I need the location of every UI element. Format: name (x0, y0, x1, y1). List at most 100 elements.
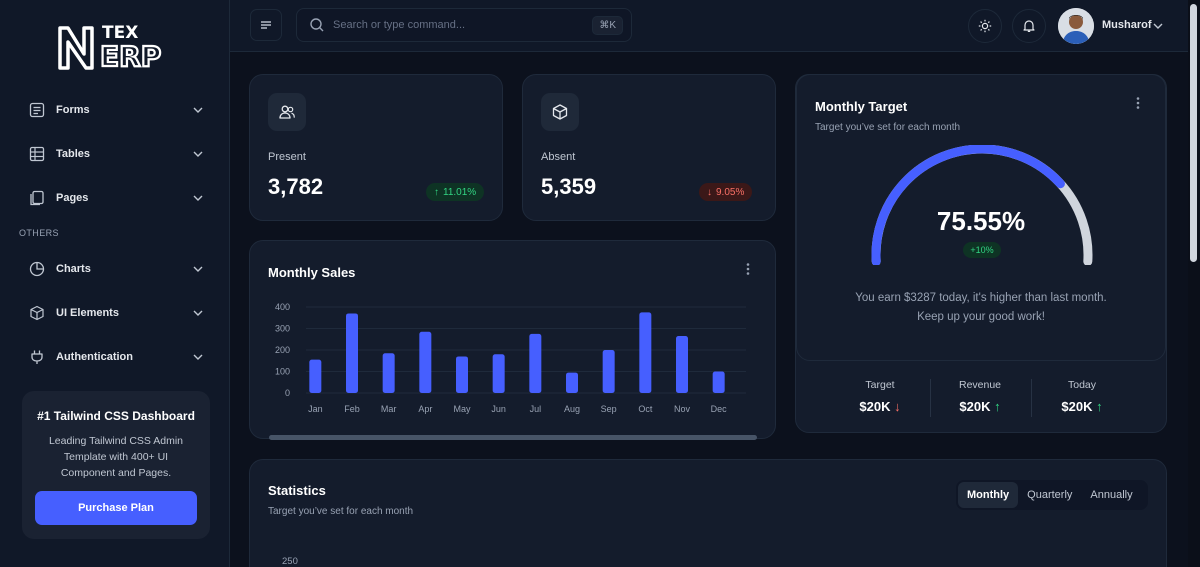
shortcut-badge: ⌘K (592, 16, 623, 35)
sidebar-toggle-button[interactable] (250, 9, 282, 41)
sidebar-item-authentication[interactable]: Authentication (28, 346, 204, 368)
bar-feb[interactable] (346, 313, 358, 393)
bar-jul[interactable] (529, 333, 542, 393)
y-tick-label: 250 (282, 556, 298, 567)
target-message-line2: Keep up your good work! (917, 311, 1045, 323)
arrow-up-icon: ↑ (994, 399, 1001, 414)
arrow-up-icon: ↑ (434, 186, 439, 198)
sidebar-item-label: UI Elements (56, 307, 119, 319)
stat-label: Target (865, 379, 895, 391)
bar-dec[interactable] (712, 371, 725, 394)
absent-card: Absent 5,359 ↓ 9.05% (522, 74, 776, 221)
arrow-down-icon: ↓ (894, 399, 901, 414)
pie-chart-icon (28, 260, 46, 278)
arrow-up-icon: ↑ (1096, 399, 1103, 414)
tab-annually[interactable]: Annually (1090, 489, 1133, 501)
promo-card: #1 Tailwind CSS Dashboard Leading Tailwi… (22, 391, 210, 539)
sun-icon (978, 19, 992, 33)
sidebar-item-charts[interactable]: Charts (28, 258, 204, 280)
user-photo-icon (1058, 8, 1094, 44)
chevron-down-icon[interactable] (1152, 20, 1164, 32)
sidebar-item-label: Forms (56, 104, 90, 116)
cube-icon (28, 304, 46, 322)
x-tick-label: Sep (601, 404, 617, 414)
box-icon (541, 93, 579, 131)
bar-sep[interactable] (602, 350, 615, 393)
x-tick-label: Dec (711, 404, 728, 414)
bar-mar[interactable] (382, 353, 395, 393)
absent-value: 5,359 (541, 174, 597, 199)
x-tick-label: Feb (344, 404, 360, 414)
x-tick-label: May (453, 404, 471, 414)
arrow-down-icon: ↓ (707, 186, 712, 198)
divider (1031, 379, 1032, 417)
chart-horizontal-scrollbar[interactable] (269, 435, 757, 440)
absent-change: 9.05% (716, 186, 745, 198)
more-options-icon[interactable] (1131, 96, 1145, 110)
chevron-down-icon (193, 310, 203, 316)
stat-value: $20K ↓ (859, 399, 901, 414)
monthly-target-title: Monthly Target (815, 99, 908, 114)
sidebar-item-tables[interactable]: Tables (28, 143, 204, 165)
target-stats: Target $20K ↓ Revenue $20K ↑ Today $20K … (796, 361, 1166, 433)
top-header: ⌘K Musharof (230, 0, 1188, 52)
x-tick-label: Mar (381, 404, 397, 414)
monthly-sales-card: Monthly Sales 0 100 200 300 400 Jan Feb Mar Apr M… (249, 240, 776, 440)
chevron-down-icon (193, 354, 203, 360)
users-icon (268, 93, 306, 131)
search-icon (310, 18, 324, 32)
chevron-down-icon (193, 195, 203, 201)
target-percent: 75.55% (936, 206, 1026, 236)
brand-logo[interactable]: TEX ERP (58, 20, 178, 72)
bar-oct[interactable] (639, 312, 652, 393)
bar-apr[interactable] (419, 331, 432, 393)
x-tick-label: Jun (491, 404, 506, 414)
sidebar-item-label: Authentication (56, 351, 133, 363)
y-tick-label: 400 (275, 302, 290, 312)
logo-text-bottom: ERP (100, 40, 161, 72)
target-message-line1: You earn $3287 today, it's higher than l… (855, 292, 1107, 304)
plug-icon (28, 348, 46, 366)
sidebar-item-forms[interactable]: Forms (28, 99, 204, 121)
purchase-plan-button[interactable]: Purchase Plan (35, 491, 197, 525)
absent-label: Absent (541, 151, 576, 163)
pages-icon (28, 189, 46, 207)
y-tick-label: 0 (285, 388, 290, 398)
more-options-icon[interactable] (741, 262, 755, 276)
tab-monthly[interactable]: Monthly (958, 482, 1019, 508)
period-switcher: Monthly Quarterly Annually (956, 480, 1148, 510)
stat-value: $20K ↑ (1061, 399, 1103, 414)
search-input[interactable] (333, 19, 583, 31)
x-tick-label: Oct (638, 404, 653, 414)
user-name[interactable]: Musharof (1102, 19, 1152, 31)
sidebar-item-label: Charts (56, 263, 91, 275)
bar-jun[interactable] (492, 354, 505, 393)
x-tick-label: Jan (308, 404, 323, 414)
promo-title: #1 Tailwind CSS Dashboard (37, 409, 195, 423)
bar-aug[interactable] (566, 372, 578, 393)
present-change: 11.01% (443, 186, 477, 198)
page-scrollbar-thumb[interactable] (1190, 4, 1197, 262)
notifications-button[interactable] (1012, 9, 1046, 43)
sidebar-item-label: Pages (56, 192, 89, 204)
chevron-down-icon (193, 151, 203, 157)
avatar[interactable] (1058, 8, 1094, 44)
x-tick-label: Aug (564, 404, 580, 414)
statistics-card: Statistics Target you’ve set for each mo… (249, 459, 1167, 567)
x-tick-label: Apr (418, 404, 432, 414)
bar-may[interactable] (456, 356, 468, 393)
bar-nov[interactable] (676, 336, 688, 393)
form-icon (28, 101, 46, 119)
theme-toggle-button[interactable] (968, 9, 1002, 43)
bell-icon (1023, 20, 1035, 32)
present-label: Present (268, 151, 306, 163)
x-tick-label: Jul (530, 404, 542, 414)
present-value: 3,782 (268, 174, 324, 199)
sidebar-item-ui-elements[interactable]: UI Elements (28, 302, 204, 324)
promo-text: Leading Tailwind CSS Admin Template with… (48, 435, 184, 479)
tab-quarterly[interactable]: Quarterly (1027, 489, 1073, 501)
sidebar-item-pages[interactable]: Pages (28, 187, 204, 209)
bar-jan[interactable] (309, 359, 322, 393)
section-label-others: OTHERS (19, 228, 59, 238)
absent-change-badge: ↓ 9.05% (699, 183, 753, 201)
